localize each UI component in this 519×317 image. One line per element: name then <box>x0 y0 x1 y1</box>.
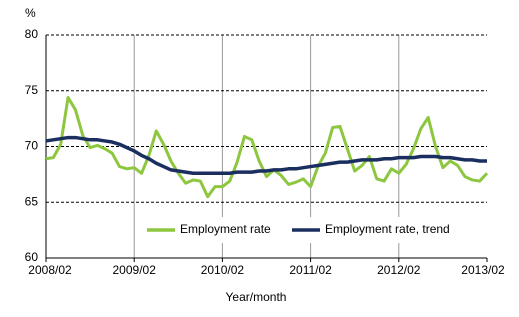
series-line <box>45 135 487 176</box>
y-unit: % <box>25 6 36 20</box>
x-tick-label: 2011/02 <box>289 263 332 277</box>
x-tick-label: 2009/02 <box>113 263 157 277</box>
series-line <box>45 95 489 199</box>
legend-label: Employment rate, trend <box>325 222 450 236</box>
x-tick-label: 2012/02 <box>377 263 421 277</box>
x-tick-label: 2013/02 <box>461 263 505 277</box>
x-axis-label: Year/month <box>226 290 287 304</box>
y-tick-label: 75 <box>25 83 39 97</box>
y-tick-label: 60 <box>25 250 39 264</box>
x-tick-label: 2010/02 <box>201 263 245 277</box>
y-tick-label: 80 <box>25 27 39 41</box>
y-tick-label: 65 <box>25 194 39 208</box>
x-tick-label: 2008/02 <box>28 263 72 277</box>
y-tick-label: 70 <box>25 139 39 153</box>
legend-label: Employment rate <box>180 222 271 236</box>
